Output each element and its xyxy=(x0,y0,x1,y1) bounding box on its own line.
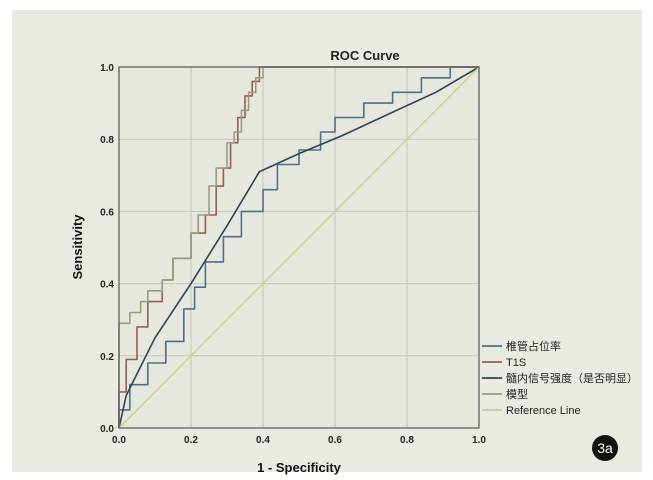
y-tick-label: 0.8 xyxy=(100,135,114,146)
y-tick-label: 0.2 xyxy=(100,352,114,363)
legend: 椎管占位率 T1S 髓内信号强度（是否明显） 模型 Reference Line xyxy=(482,339,638,417)
y-tick-label: 0.6 xyxy=(100,207,114,218)
y-tick-label: 0.4 xyxy=(100,280,114,291)
series-line-1 xyxy=(118,66,479,428)
figure-badge-label: 3a xyxy=(597,440,613,456)
figure-badge: 3a xyxy=(592,435,618,461)
y-tick-label: 1.0 xyxy=(100,63,114,74)
x-axis-label: 1 - Specificity xyxy=(257,460,342,475)
series-lines xyxy=(118,66,480,429)
x-tick-label: 0.6 xyxy=(328,435,342,446)
legend-label: 髓内信号强度（是否明显） xyxy=(506,371,638,385)
series-line-3 xyxy=(118,66,480,429)
chart-title: ROC Curve xyxy=(330,48,399,63)
series-line-5 xyxy=(118,66,480,429)
x-tick-label: 0.0 xyxy=(112,435,126,446)
legend-label: 模型 xyxy=(506,387,528,401)
x-tick-label: 0.2 xyxy=(184,435,198,446)
x-tick-label: 1.0 xyxy=(472,435,486,446)
y-tick-label: 0.0 xyxy=(100,424,114,435)
x-tick-label: 0.4 xyxy=(256,435,270,446)
legend-label: Reference Line xyxy=(506,405,581,417)
tick-labels: 0.00.0 0.2 0.2 0.4 0.4 0.6 0.6 0.8 0.8 1.0 1.0 xyxy=(100,63,486,446)
legend-label: T1S xyxy=(506,357,526,369)
legend-label: 椎管占位率 xyxy=(506,339,561,353)
x-tick-label: 0.8 xyxy=(400,435,414,446)
y-axis-label: Sensitivity xyxy=(70,214,85,280)
plot-border xyxy=(118,66,480,429)
series-line-4 xyxy=(118,66,479,428)
